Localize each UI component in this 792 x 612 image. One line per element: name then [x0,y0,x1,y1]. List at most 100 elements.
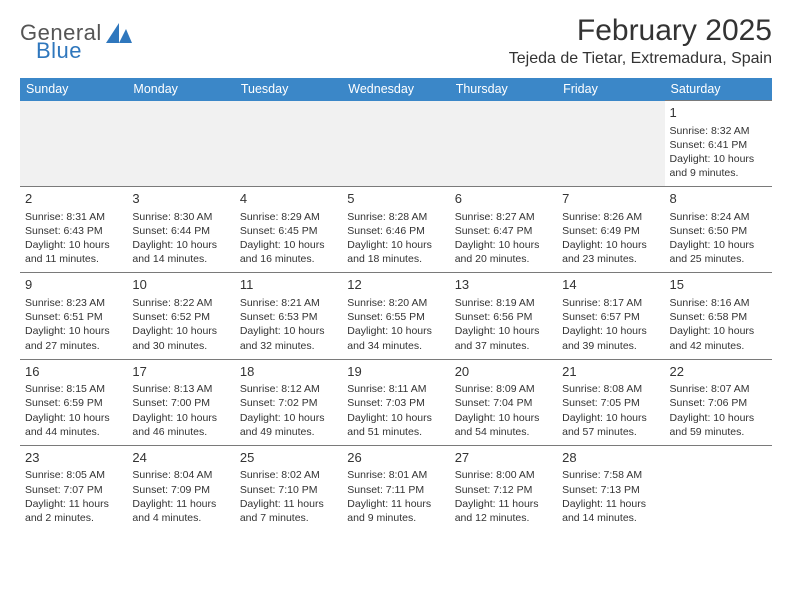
calendar-week-row: 1Sunrise: 8:32 AMSunset: 6:41 PMDaylight… [20,101,772,187]
day-sunrise: Sunrise: 8:17 AM [562,296,659,310]
day-number: 28 [562,449,659,467]
day-number: 19 [347,363,444,381]
calendar-day-cell: 7Sunrise: 8:26 AMSunset: 6:49 PMDaylight… [557,187,664,273]
day-daylight: Daylight: 10 hours and 51 minutes. [347,411,444,439]
day-sunset: Sunset: 6:43 PM [25,224,122,238]
day-daylight: Daylight: 10 hours and 11 minutes. [25,238,122,266]
calendar-day-cell: 2Sunrise: 8:31 AMSunset: 6:43 PMDaylight… [20,187,127,273]
day-daylight: Daylight: 10 hours and 20 minutes. [455,238,552,266]
day-daylight: Daylight: 10 hours and 32 minutes. [240,324,337,352]
day-sunrise: Sunrise: 8:24 AM [670,210,767,224]
day-sunrise: Sunrise: 8:27 AM [455,210,552,224]
calendar-day-cell [235,101,342,187]
day-number: 1 [670,104,767,122]
day-sunset: Sunset: 7:07 PM [25,483,122,497]
day-sunrise: Sunrise: 8:21 AM [240,296,337,310]
day-daylight: Daylight: 11 hours and 7 minutes. [240,497,337,525]
day-daylight: Daylight: 10 hours and 18 minutes. [347,238,444,266]
day-daylight: Daylight: 10 hours and 46 minutes. [132,411,229,439]
calendar-day-cell: 16Sunrise: 8:15 AMSunset: 6:59 PMDayligh… [20,359,127,445]
calendar-day-cell: 27Sunrise: 8:00 AMSunset: 7:12 PMDayligh… [450,445,557,531]
day-sunrise: Sunrise: 8:32 AM [670,124,767,138]
day-sunrise: Sunrise: 8:01 AM [347,468,444,482]
day-sunrise: Sunrise: 8:09 AM [455,382,552,396]
weekday-header: Thursday [450,78,557,101]
day-number: 25 [240,449,337,467]
day-number: 9 [25,276,122,294]
calendar-week-row: 9 Sunrise: 8:23 AMSunset: 6:51 PM Daylight… [20,273,772,359]
day-sunrise: Sunrise: 8:20 AM [347,296,444,310]
day-daylight: Daylight: 10 hours and 57 minutes. [562,411,659,439]
brand-logo: General Blue [20,20,132,46]
calendar-day-cell: 18Sunrise: 8:12 AMSunset: 7:02 PMDayligh… [235,359,342,445]
day-number: 2 [25,190,122,208]
day-daylight: Daylight: 10 hours and 42 minutes. [670,324,767,352]
day-number: 20 [455,363,552,381]
day-daylight: Daylight: 10 hours and 34 minutes. [347,324,444,352]
day-sunset: Sunset: 7:10 PM [240,483,337,497]
day-sunset: Sunset: 7:03 PM [347,396,444,410]
day-sunrise: Sunrise: 8:30 AM [132,210,229,224]
calendar-day-cell: 19Sunrise: 8:11 AMSunset: 7:03 PMDayligh… [342,359,449,445]
calendar-day-cell: 20Sunrise: 8:09 AMSunset: 7:04 PMDayligh… [450,359,557,445]
day-sunset: Sunset: 7:02 PM [240,396,337,410]
day-sunrise: Sunrise: 8:15 AM [25,382,122,396]
calendar-day-cell: 4Sunrise: 8:29 AMSunset: 6:45 PMDaylight… [235,187,342,273]
day-sunrise: Sunrise: 8:12 AM [240,382,337,396]
day-number: 12 [347,276,444,294]
calendar-body: 1Sunrise: 8:32 AMSunset: 6:41 PMDaylight… [20,101,772,532]
day-number: 7 [562,190,659,208]
day-daylight: Daylight: 10 hours and 14 minutes. [132,238,229,266]
day-sunset: Sunset: 7:06 PM [670,396,767,410]
calendar-day-cell [127,101,234,187]
day-number: 14 [562,276,659,294]
day-number: 10 [132,276,229,294]
day-sunrise: Sunrise: 7:58 AM [562,468,659,482]
day-daylight: Daylight: 10 hours and 16 minutes. [240,238,337,266]
day-sunset: Sunset: 7:04 PM [455,396,552,410]
calendar-day-cell: 14Sunrise: 8:17 AMSunset: 6:57 PMDayligh… [557,273,664,359]
calendar-day-cell [342,101,449,187]
weekday-header: Wednesday [342,78,449,101]
calendar-day-cell: 9Sunrise: 8:23 AMSunset: 6:51 PMDaylight… [20,273,127,359]
day-sunset: Sunset: 7:00 PM [132,396,229,410]
day-sunset: Sunset: 6:50 PM [670,224,767,238]
calendar-week-row: 16Sunrise: 8:15 AMSunset: 6:59 PMDayligh… [20,359,772,445]
day-number: 18 [240,363,337,381]
weekday-header: Friday [557,78,664,101]
day-sunrise: Sunrise: 8:22 AM [132,296,229,310]
calendar-day-cell: 17Sunrise: 8:13 AMSunset: 7:00 PMDayligh… [127,359,234,445]
calendar-week-row: 23Sunrise: 8:05 AMSunset: 7:07 PMDayligh… [20,445,772,531]
day-sunset: Sunset: 7:12 PM [455,483,552,497]
calendar-table: SundayMondayTuesdayWednesdayThursdayFrid… [20,78,772,531]
day-number: 17 [132,363,229,381]
day-sunrise: Sunrise: 8:23 AM [25,296,122,310]
calendar-day-cell: 22Sunrise: 8:07 AMSunset: 7:06 PMDayligh… [665,359,772,445]
calendar-day-cell [20,101,127,187]
calendar-head: SundayMondayTuesdayWednesdayThursdayFrid… [20,78,772,101]
day-daylight: Daylight: 10 hours and 49 minutes. [240,411,337,439]
day-number: 3 [132,190,229,208]
calendar-day-cell: 26Sunrise: 8:01 AMSunset: 7:11 PMDayligh… [342,445,449,531]
day-number: 8 [670,190,767,208]
weekday-header: Monday [127,78,234,101]
calendar-day-cell: 11Sunrise: 8:21 AMSunset: 6:53 PMDayligh… [235,273,342,359]
calendar-day-cell: 1Sunrise: 8:32 AMSunset: 6:41 PMDaylight… [665,101,772,187]
calendar-day-cell: 25Sunrise: 8:02 AMSunset: 7:10 PMDayligh… [235,445,342,531]
day-sunset: Sunset: 7:05 PM [562,396,659,410]
day-daylight: Daylight: 10 hours and 39 minutes. [562,324,659,352]
calendar-day-cell: 12Sunrise: 8:20 AMSunset: 6:55 PMDayligh… [342,273,449,359]
day-daylight: Daylight: 11 hours and 14 minutes. [562,497,659,525]
day-sunrise: Sunrise: 8:11 AM [347,382,444,396]
day-sunset: Sunset: 6:51 PM [25,310,122,324]
day-number: 4 [240,190,337,208]
day-number: 22 [670,363,767,381]
day-sunset: Sunset: 6:49 PM [562,224,659,238]
brand-triangle-icon [106,23,132,43]
weekday-header: Sunday [20,78,127,101]
day-daylight: Daylight: 11 hours and 12 minutes. [455,497,552,525]
day-sunrise: Sunrise: 8:00 AM [455,468,552,482]
day-sunset: Sunset: 6:59 PM [25,396,122,410]
day-number: 23 [25,449,122,467]
weekday-header: Saturday [665,78,772,101]
